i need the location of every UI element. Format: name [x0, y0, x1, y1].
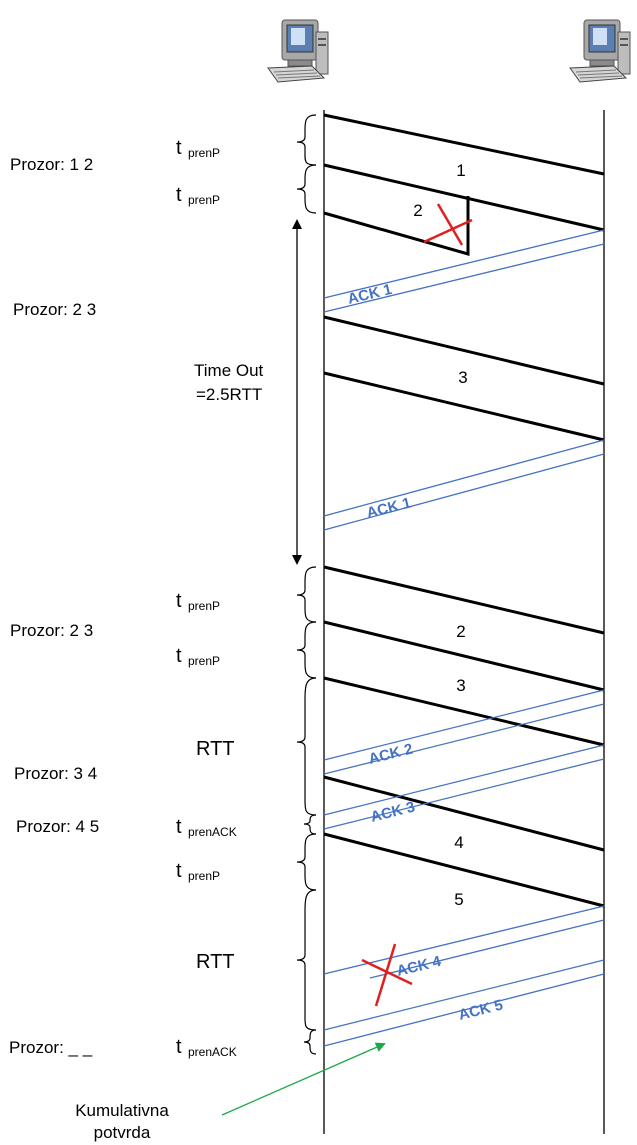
packet-line	[323, 565, 605, 635]
svg-text:prenP: prenP	[188, 193, 220, 207]
t-prenp-label: t prenP	[176, 590, 220, 613]
t-prenp-label: t prenP	[176, 137, 220, 160]
packet-line	[323, 832, 605, 908]
packet-number-label: 4	[454, 833, 463, 852]
packet-line	[323, 775, 605, 852]
ack-label: ACK 1	[365, 494, 413, 521]
lost-packet-line	[323, 196, 470, 256]
packet-number-label: 5	[454, 890, 463, 909]
packet-number-label: 2	[456, 622, 465, 641]
window-label: Prozor: _ _	[9, 1038, 93, 1057]
svg-text:t: t	[176, 137, 182, 159]
packet-loss-cross-icon	[423, 203, 473, 246]
receiver-computer-icon	[569, 19, 631, 83]
t-prenp-label: t prenP	[176, 860, 220, 883]
svg-text:t: t	[176, 590, 182, 612]
ack-label: ACK 2	[367, 740, 415, 767]
svg-text:prenP: prenP	[188, 654, 220, 668]
window-label: Prozor: 2 3	[13, 300, 96, 319]
rtt-label: RTT	[196, 738, 235, 760]
svg-text:prenP: prenP	[188, 869, 220, 883]
window-label: Prozor: 3 4	[14, 764, 97, 783]
packet-number-label: 1	[456, 161, 465, 180]
window-label: Prozor: 4 5	[16, 817, 99, 836]
ack-label: ACK 5	[457, 996, 505, 1023]
data-packets	[323, 113, 605, 908]
svg-text:prenP: prenP	[188, 146, 220, 160]
packet-number-label: 2	[413, 201, 422, 220]
t-prenp-label: t prenP	[176, 184, 220, 207]
packet-line	[323, 676, 605, 747]
ack-label: ACK 4	[395, 953, 443, 980]
ack-label: ACK 1	[346, 281, 394, 308]
svg-text:t: t	[176, 184, 182, 206]
packet-line	[323, 113, 605, 176]
ack-loss-cross-icon	[361, 943, 413, 1007]
svg-text:t: t	[176, 860, 182, 882]
packet-number-label: 3	[456, 676, 465, 695]
timeout-label: =2.5RTT	[196, 385, 262, 404]
cumulative-ack-arrow	[221, 1042, 386, 1116]
interval-braces	[296, 114, 317, 1055]
packet-line	[323, 371, 605, 442]
sender-computer-icon	[267, 19, 329, 83]
cumulative-ack-note: Kumulativna	[75, 1101, 169, 1120]
svg-text:t: t	[176, 1036, 182, 1058]
t-prenack-label: t prenACK	[176, 816, 237, 839]
packet-line	[323, 315, 605, 386]
t-prenp-label: t prenP	[176, 645, 220, 668]
svg-text:t: t	[176, 645, 182, 667]
t-prenack-label: t prenACK	[176, 1036, 237, 1059]
ack-lines	[323, 229, 605, 1047]
packet-line	[323, 163, 605, 232]
svg-text:prenACK: prenACK	[188, 825, 237, 839]
window-label: Prozor: 1 2	[10, 155, 93, 174]
timeout-label: Time Out	[194, 361, 264, 380]
packet-number-label: 3	[458, 368, 467, 387]
rtt-label: RTT	[196, 951, 235, 973]
svg-text:prenACK: prenACK	[188, 1045, 237, 1059]
svg-text:prenP: prenP	[188, 599, 220, 613]
window-label: Prozor: 2 3	[10, 621, 93, 640]
cumulative-ack-note: potvrda	[94, 1123, 151, 1142]
packet-line	[323, 620, 605, 692]
svg-text:t: t	[176, 816, 182, 838]
